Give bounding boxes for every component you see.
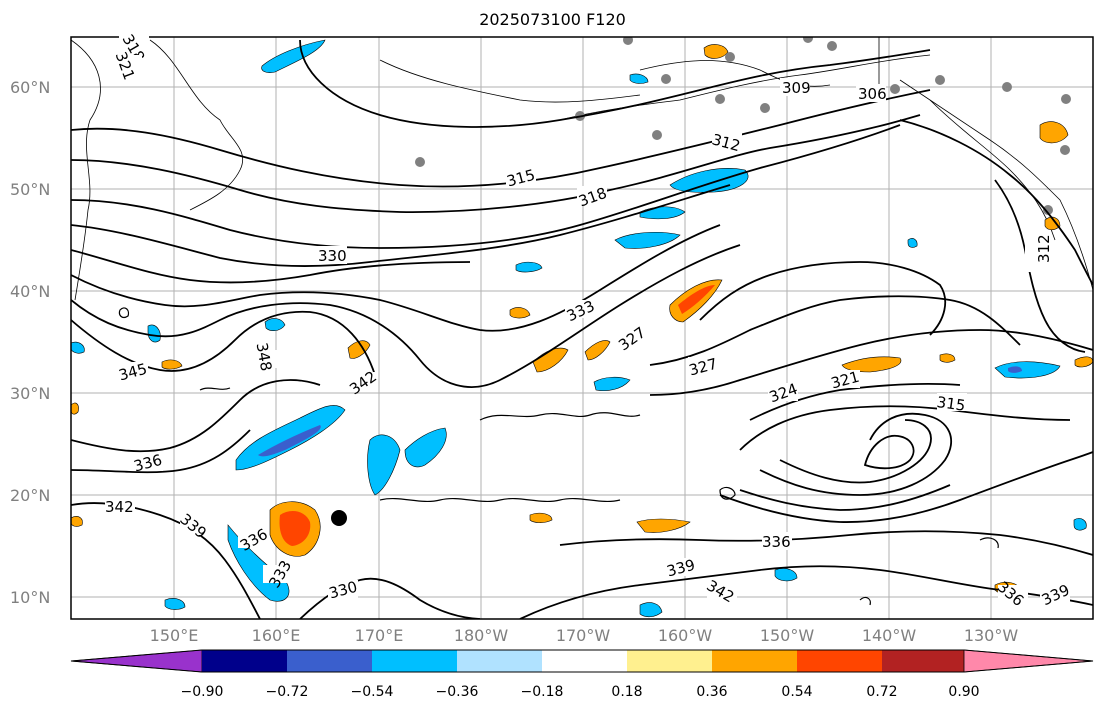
colorbar-tick-label: −0.18 xyxy=(520,684,564,700)
contour-label: 330 xyxy=(318,247,347,265)
map-plot-area xyxy=(71,37,1093,619)
colorbar-bin-3 xyxy=(372,650,457,672)
colorbar-bin-4 xyxy=(457,650,542,672)
contours xyxy=(71,39,1093,619)
contour-label: 342 xyxy=(105,498,134,516)
colorbar xyxy=(70,649,1094,673)
colorbar-bin-5 xyxy=(542,650,627,672)
lat-label-20n: 20°N xyxy=(10,486,51,505)
colorbar-tick-label: 0.72 xyxy=(866,684,898,700)
contour-label: 336 xyxy=(762,533,791,551)
station-markers xyxy=(415,37,1071,215)
lon-label-130w: 130°W xyxy=(963,626,1019,645)
contour-label-group: 318 321 309 306 312 315 318 330 333 327 … xyxy=(105,31,1072,610)
lon-label-170e: 170°E xyxy=(354,626,404,645)
contour-label: 342 xyxy=(704,576,738,606)
lon-label-140w: 140°W xyxy=(861,626,917,645)
contour-label: 336 xyxy=(994,578,1028,610)
colorbar-extend-left xyxy=(70,649,203,673)
contour-label: 327 xyxy=(615,323,649,354)
lon-label-180w: 180°W xyxy=(453,626,509,645)
lon-label-150w: 150°W xyxy=(759,626,815,645)
contour-label: 342 xyxy=(346,367,380,398)
colorbar-bin-8 xyxy=(797,650,882,672)
colorbar-bin-7 xyxy=(712,650,797,672)
graticule xyxy=(71,37,1093,619)
negative-shading xyxy=(71,39,1087,618)
colorbar-bin-2 xyxy=(287,650,372,672)
colorbar-tick-label: −0.54 xyxy=(350,684,394,700)
lat-label-10n: 10°N xyxy=(10,588,51,607)
map-frame xyxy=(70,36,1094,620)
colorbar-bin-9 xyxy=(882,650,964,672)
contour-label: 339 xyxy=(176,510,210,542)
lat-label-50n: 50°N xyxy=(10,180,51,199)
colorbar-tick-label: 0.54 xyxy=(781,684,813,700)
lon-label-170w: 170°W xyxy=(555,626,611,645)
colorbar-bin-1 xyxy=(202,650,287,672)
colorbar-bin-6 xyxy=(627,650,712,672)
contour-label: 315 xyxy=(936,393,967,415)
lat-label-30n: 30°N xyxy=(10,384,51,403)
colorbar-tick-label: 0.18 xyxy=(611,684,643,700)
lat-label-60n: 60°N xyxy=(10,78,51,97)
contour-label: 312 xyxy=(1035,234,1053,263)
typhoon-marker xyxy=(331,510,347,526)
colorbar-tick-label: 0.36 xyxy=(696,684,728,700)
colorbar-tick-label: −0.90 xyxy=(180,684,224,700)
map-title: 2025073100 F120 xyxy=(479,10,626,29)
lon-label-150e: 150°E xyxy=(149,626,199,645)
colorbar-extend-right xyxy=(963,649,1094,673)
lon-label-160e: 160°E xyxy=(251,626,301,645)
colorbar-tick-label: 0.90 xyxy=(948,684,980,700)
contour-label: 348 xyxy=(253,341,276,372)
colorbar-tick-label: −0.72 xyxy=(265,684,309,700)
colorbar-tick-label: −0.36 xyxy=(435,684,479,700)
lon-label-160w: 160°W xyxy=(657,626,713,645)
colorbar-outline xyxy=(70,649,1094,673)
contour-label: 306 xyxy=(858,85,887,103)
small-contours xyxy=(118,307,999,606)
contour-label: 309 xyxy=(782,79,811,97)
lat-label-40n: 40°N xyxy=(10,282,51,301)
